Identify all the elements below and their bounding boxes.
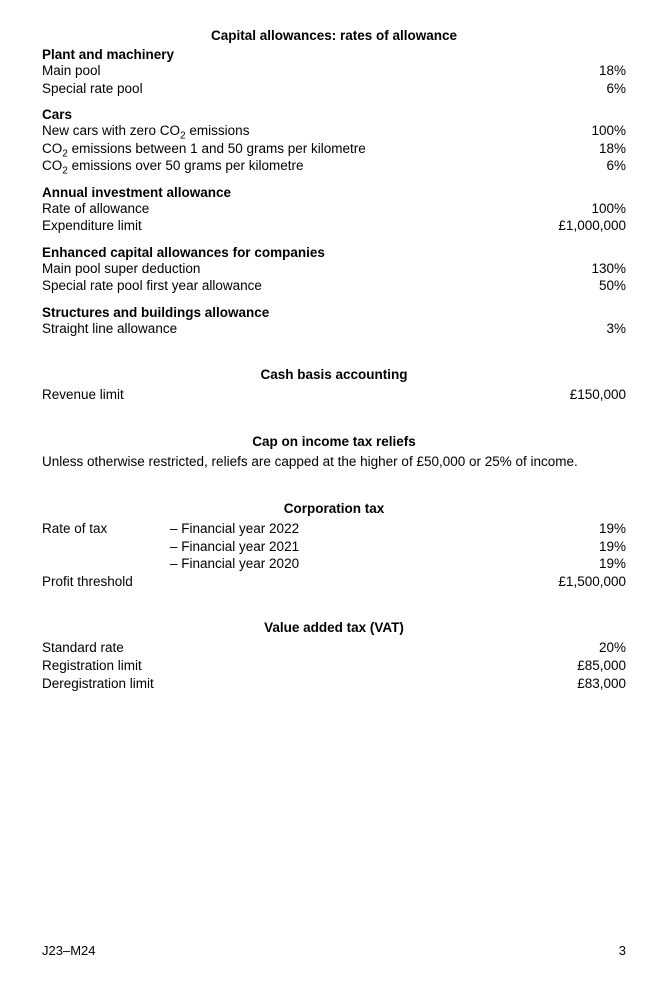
label: Deregistration limit xyxy=(42,675,154,693)
title-cap-reliefs: Cap on income tax reliefs xyxy=(42,434,626,449)
value: £150,000 xyxy=(570,386,626,404)
row-vat-dereg: Deregistration limit £83,000 xyxy=(42,675,626,693)
label xyxy=(42,538,170,556)
label: CO2 emissions between 1 and 50 grams per… xyxy=(42,140,366,158)
title-cash-basis: Cash basis accounting xyxy=(42,367,626,382)
label: Straight line allowance xyxy=(42,320,177,338)
corp-row-2020: – Financial year 2020 19% xyxy=(42,555,626,573)
value: 19% xyxy=(536,538,626,556)
value: 100% xyxy=(591,122,626,140)
row-special-rate: Special rate pool 6% xyxy=(42,80,626,98)
label: Profit threshold xyxy=(42,573,170,591)
corp-row-2022: Rate of tax – Financial year 2022 19% xyxy=(42,520,626,538)
label: Registration limit xyxy=(42,657,142,675)
value: £83,000 xyxy=(577,675,626,693)
value: 6% xyxy=(606,80,626,98)
value: 18% xyxy=(599,140,626,158)
label: Main pool super deduction xyxy=(42,260,200,278)
row-first-year: Special rate pool first year allowance 5… xyxy=(42,277,626,295)
title-corporation-tax: Corporation tax xyxy=(42,501,626,516)
value: 130% xyxy=(591,260,626,278)
value: £1,500,000 xyxy=(536,573,626,591)
label: Rate of tax xyxy=(42,520,170,538)
value: 19% xyxy=(536,520,626,538)
label: Expenditure limit xyxy=(42,217,142,235)
cap-text: Unless otherwise restricted, reliefs are… xyxy=(42,453,626,471)
heading-aia: Annual investment allowance xyxy=(42,185,626,200)
label: Main pool xyxy=(42,62,101,80)
value: 6% xyxy=(606,157,626,175)
year: – Financial year 2020 xyxy=(170,555,536,573)
value: 19% xyxy=(536,555,626,573)
row-aia-rate: Rate of allowance 100% xyxy=(42,200,626,218)
label: Rate of allowance xyxy=(42,200,149,218)
page: Capital allowances: rates of allowance P… xyxy=(0,0,668,692)
value: 20% xyxy=(599,639,626,657)
row-cars-zero: New cars with zero CO2 emissions 100% xyxy=(42,122,626,140)
label: Standard rate xyxy=(42,639,124,657)
title-vat: Value added tax (VAT) xyxy=(42,620,626,635)
value: £1,000,000 xyxy=(558,217,626,235)
year xyxy=(170,573,536,591)
row-revenue-limit: Revenue limit £150,000 xyxy=(42,386,626,404)
row-aia-limit: Expenditure limit £1,000,000 xyxy=(42,217,626,235)
heading-enhanced: Enhanced capital allowances for companie… xyxy=(42,245,626,260)
label: Special rate pool xyxy=(42,80,143,98)
heading-plant: Plant and machinery xyxy=(42,47,626,62)
value: 50% xyxy=(599,277,626,295)
footer-left: J23–M24 xyxy=(42,943,95,958)
footer: J23–M24 3 xyxy=(42,943,626,958)
row-vat-standard: Standard rate 20% xyxy=(42,639,626,657)
corp-row-2021: – Financial year 2021 19% xyxy=(42,538,626,556)
label: New cars with zero CO2 emissions xyxy=(42,122,249,140)
year: – Financial year 2021 xyxy=(170,538,536,556)
corp-row-threshold: Profit threshold £1,500,000 xyxy=(42,573,626,591)
footer-right: 3 xyxy=(619,943,626,958)
label: Special rate pool first year allowance xyxy=(42,277,262,295)
row-straight-line: Straight line allowance 3% xyxy=(42,320,626,338)
row-cars-1-50: CO2 emissions between 1 and 50 grams per… xyxy=(42,140,626,158)
value: £85,000 xyxy=(577,657,626,675)
label: CO2 emissions over 50 grams per kilometr… xyxy=(42,157,303,175)
value: 18% xyxy=(599,62,626,80)
year: – Financial year 2022 xyxy=(170,520,536,538)
value: 100% xyxy=(591,200,626,218)
row-vat-reg: Registration limit £85,000 xyxy=(42,657,626,675)
heading-structures: Structures and buildings allowance xyxy=(42,305,626,320)
value: 3% xyxy=(606,320,626,338)
title-capital-allowances: Capital allowances: rates of allowance xyxy=(42,28,626,43)
row-super-deduction: Main pool super deduction 130% xyxy=(42,260,626,278)
label xyxy=(42,555,170,573)
row-main-pool: Main pool 18% xyxy=(42,62,626,80)
heading-cars: Cars xyxy=(42,107,626,122)
row-cars-over-50: CO2 emissions over 50 grams per kilometr… xyxy=(42,157,626,175)
label: Revenue limit xyxy=(42,386,124,404)
